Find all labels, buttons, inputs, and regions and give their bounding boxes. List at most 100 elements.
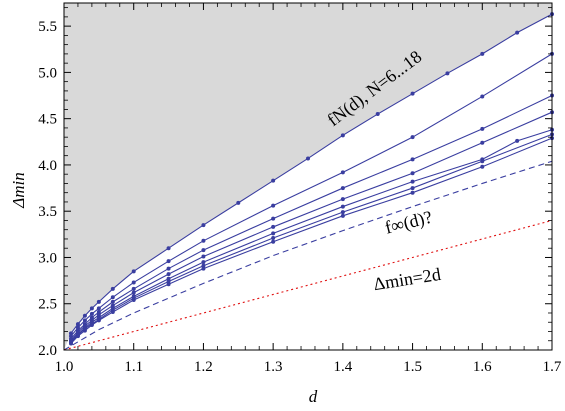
data-point [340,204,345,209]
data-point [271,203,276,208]
data-point [271,236,276,241]
data-point [96,310,101,315]
y-tick-label: 2.5 [38,297,57,313]
data-point [271,231,276,236]
data-point [82,313,87,318]
y-tick-label: 3.0 [38,250,57,266]
data-point [201,263,206,268]
data-point [96,306,101,311]
data-point [96,312,101,317]
y-tick-label: 4.5 [38,112,57,128]
data-point [110,286,115,291]
y-tick-label: 5.0 [38,65,57,81]
data-point [410,171,415,176]
annotation-finf: f∞(d)? [383,207,434,239]
data-point [480,140,485,145]
data-point [480,164,485,169]
annotation-delta: Δmin=2d [372,264,442,294]
data-point [515,30,520,35]
data-point [410,157,415,162]
data-point [236,200,241,205]
x-axis-title: d [309,387,318,406]
data-point [515,138,520,143]
data-point [271,178,276,183]
data-point [201,248,206,253]
data-point [82,328,87,333]
x-tick-label: 1.1 [124,359,143,375]
data-point [340,210,345,215]
data-point [271,239,276,244]
data-point [340,197,345,202]
data-point [480,51,485,56]
reference-line-dotted [63,219,553,351]
data-point [75,325,80,330]
data-point [110,310,115,315]
data-point [271,216,276,221]
shaded-area [64,3,552,350]
data-point [131,286,136,291]
x-tick-label: 1.2 [194,359,213,375]
y-axis-title: Δmin [9,172,28,208]
x-tick-label: 1.0 [55,359,74,375]
axis-ticks: 1.0 1.1 1.2 1.3 1.4 1.5 1.6 1.7 2.0 2.5 3.0 3.5 4.0 4… [38,3,562,375]
data-point [166,246,171,251]
data-point [166,282,171,287]
data-point [340,186,345,191]
data-point [166,259,171,264]
data-point [131,269,136,274]
data-point [166,279,171,284]
data-point [110,303,115,308]
data-point [166,266,171,271]
x-tick-label: 1.3 [264,359,283,375]
data-point [201,260,206,265]
data-point [82,318,87,323]
x-tick-label: 1.4 [333,359,352,375]
x-tick-label: 1.7 [543,359,562,375]
data-point [89,323,94,328]
reference-lines [63,160,553,351]
plot-frame [63,2,553,351]
data-point [96,318,101,323]
data-point [131,280,136,285]
data-point [375,112,380,117]
data-point [410,186,415,191]
data-point [306,156,310,161]
data-point [201,254,206,259]
y-tick-label: 5.5 [38,19,57,35]
data-point [271,224,276,229]
data-point [410,135,415,140]
data-point [75,322,80,327]
data-point [68,341,73,346]
data-point [201,266,206,271]
x-tick-label: 1.6 [473,359,492,375]
data-point [480,126,485,131]
reference-line-dashed [63,160,553,351]
data-point [480,94,485,99]
data-point [166,272,171,277]
data-point [75,334,80,339]
data-point [410,190,415,195]
x-tick-label: 1.5 [403,359,422,375]
data-point [166,276,171,281]
data-point [410,91,415,96]
data-point [340,133,345,138]
data-point [89,315,94,320]
data-point [445,71,450,76]
data-point [131,298,136,303]
data-point [96,299,101,304]
y-tick-label: 4.0 [38,158,57,174]
data-point [480,159,485,164]
plot-border [63,2,553,351]
data-point [201,223,206,228]
y-tick-label: 3.5 [38,204,57,220]
shaded-region [64,3,552,350]
data-point [110,299,115,304]
data-point [201,238,206,243]
data-point [131,290,136,295]
data-point [340,213,345,218]
data-point [410,179,415,184]
data-point [89,311,94,316]
y-tick-label: 2.0 [38,343,57,359]
data-point [110,295,115,300]
